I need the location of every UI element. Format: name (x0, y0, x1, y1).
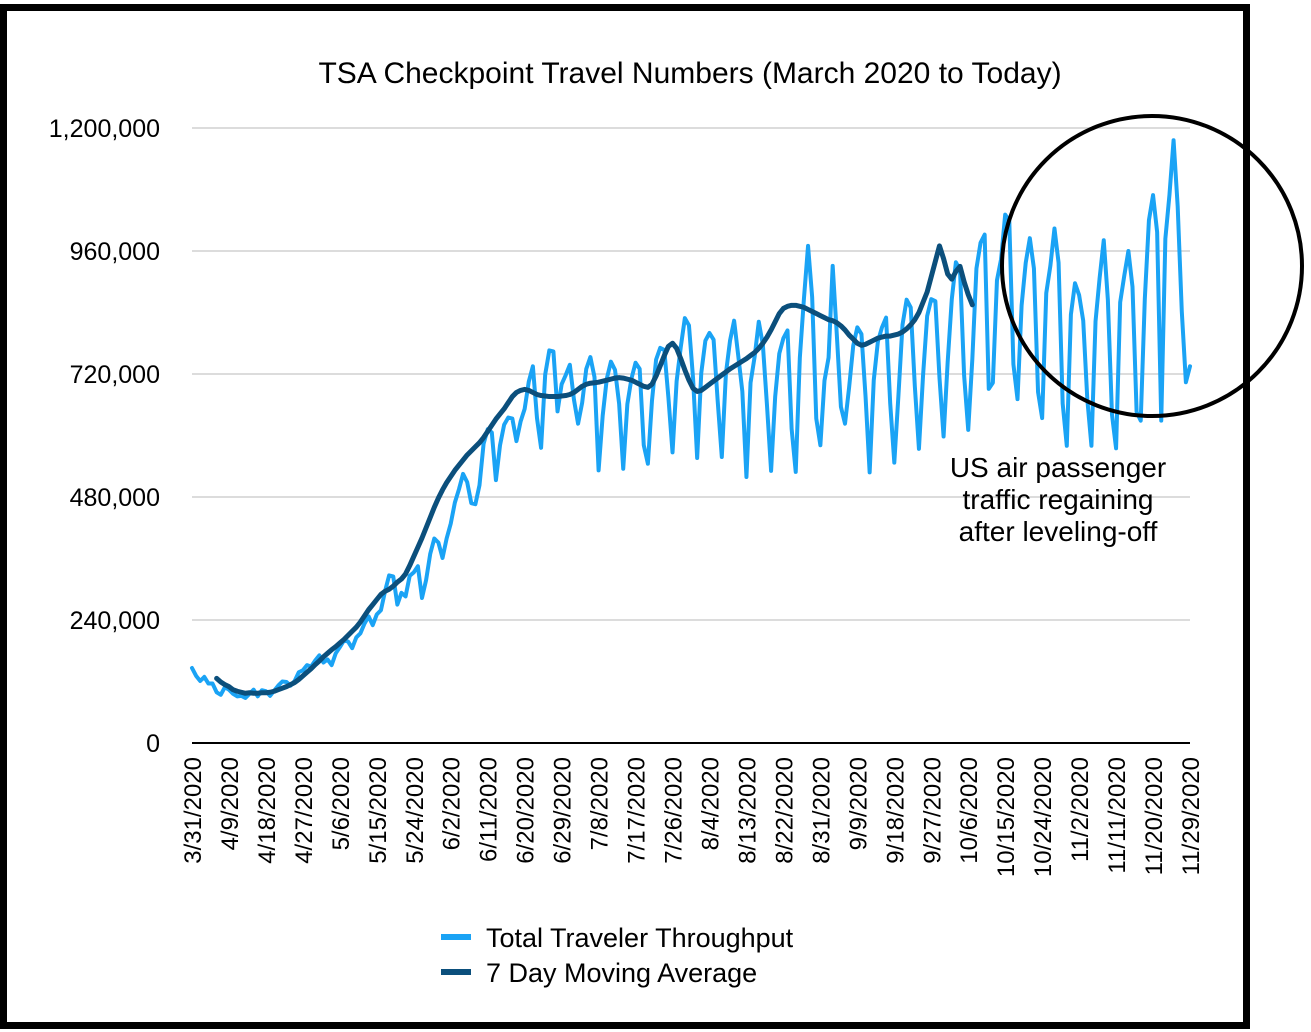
annotation-line-3: after leveling-off (959, 516, 1158, 547)
x-tick-label: 8/31/2020 (808, 757, 835, 864)
x-tick-label: 6/2/2020 (439, 757, 466, 850)
x-tick-label: 11/2/2020 (1067, 757, 1094, 862)
y-tick-label: 960,000 (70, 238, 160, 266)
x-tick-label: 8/13/2020 (734, 757, 761, 864)
y-tick-label: 720,000 (70, 361, 160, 389)
y-tick-label: 480,000 (70, 484, 160, 512)
x-axis-ticks: 3/31/2020 4/9/2020 4/18/2020 4/27/2020 5/6/2… (180, 757, 1205, 877)
series-total-traveler-throughput (190, 138, 1192, 700)
x-tick-label: 7/17/2020 (624, 757, 651, 864)
x-tick-label: 9/27/2020 (919, 757, 946, 864)
series-layer (190, 138, 1192, 700)
legend-label-avg: 7 Day Moving Average (486, 958, 757, 988)
legend-label-total: Total Traveler Throughput (486, 923, 794, 953)
y-tick-label: 240,000 (70, 607, 160, 635)
x-tick-label: 4/9/2020 (217, 757, 244, 850)
annotation-line-2: traffic regaining (963, 484, 1154, 515)
x-tick-label: 4/27/2020 (291, 757, 318, 864)
x-tick-label: 10/6/2020 (956, 757, 983, 864)
x-tick-label: 4/18/2020 (254, 757, 281, 864)
x-tick-label: 5/15/2020 (365, 757, 392, 864)
y-tick-label: 0 (146, 730, 160, 758)
annotation-circle (1000, 114, 1304, 418)
x-tick-label: 5/24/2020 (402, 757, 429, 864)
grid-layer (192, 127, 1190, 621)
outer-frame (0, 4, 1250, 1029)
x-tick-label: 6/29/2020 (550, 757, 577, 864)
x-tick-label: 6/11/2020 (476, 757, 503, 862)
x-tick-label: 10/15/2020 (993, 757, 1020, 877)
x-tick-label: 9/9/2020 (845, 757, 872, 850)
legend: Total Traveler Throughput 7 Day Moving A… (441, 923, 794, 988)
x-tick-label: 10/24/2020 (1030, 757, 1057, 877)
x-tick-label: 8/22/2020 (771, 757, 798, 864)
chart-title: TSA Checkpoint Travel Numbers (March 202… (318, 57, 1061, 90)
y-tick-label: 1,200,000 (49, 115, 160, 143)
annotation-line-1: US air passenger (950, 452, 1166, 483)
x-tick-label: 7/8/2020 (587, 757, 614, 850)
x-tick-label: 6/20/2020 (513, 757, 540, 864)
x-tick-label: 11/11/2020 (1104, 757, 1131, 874)
x-tick-label: 9/18/2020 (882, 757, 909, 864)
series-7-day-moving-average (214, 243, 975, 696)
x-tick-label: 11/29/2020 (1178, 757, 1205, 875)
y-axis-ticks: 0 240,000 480,000 720,000 960,000 1,200,000 (49, 115, 160, 758)
x-tick-label: 11/20/2020 (1141, 757, 1168, 875)
x-tick-label: 8/4/2020 (697, 757, 724, 850)
x-tick-label: 3/31/2020 (180, 757, 207, 864)
x-tick-label: 5/6/2020 (328, 757, 355, 850)
x-tick-label: 7/26/2020 (661, 757, 688, 864)
